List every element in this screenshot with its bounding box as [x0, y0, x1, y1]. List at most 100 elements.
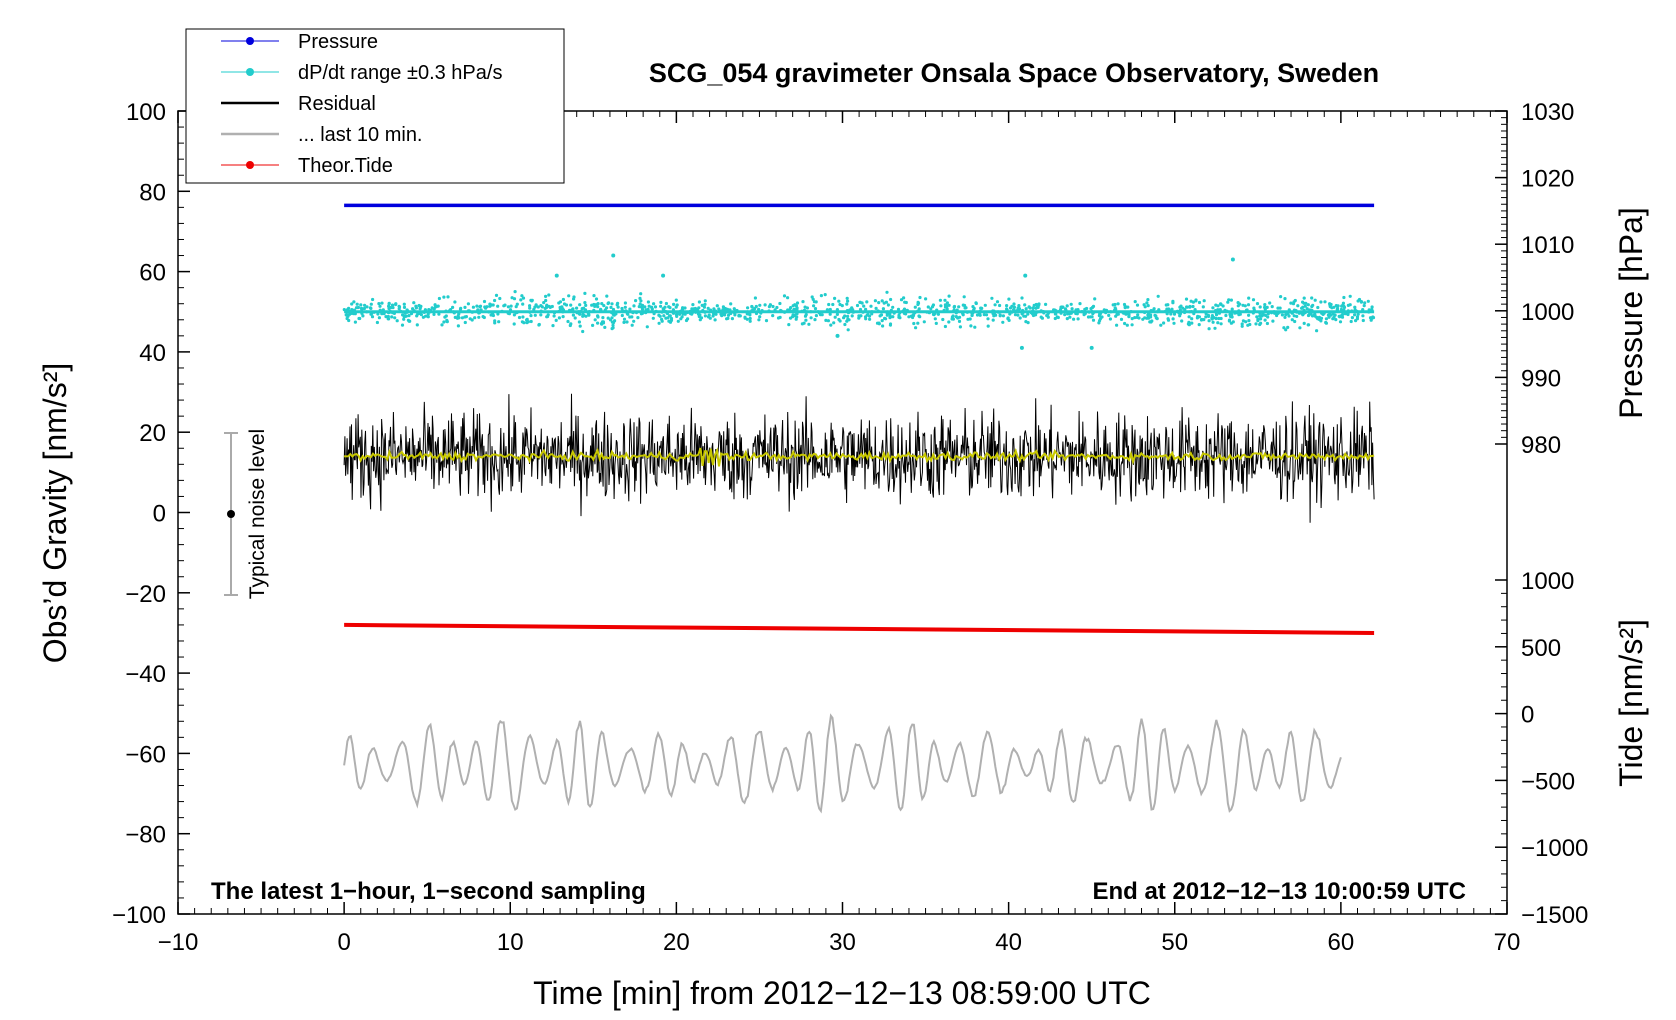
dpdt-point — [647, 304, 651, 308]
dpdt-point — [546, 313, 550, 317]
dpdt-point — [880, 319, 884, 323]
dpdt-point — [881, 324, 885, 328]
dpdt-point — [1187, 320, 1191, 324]
dpdt-point — [827, 302, 831, 307]
dpdt-point — [1255, 315, 1259, 319]
dpdt-point — [674, 305, 678, 309]
dpdt-point — [1016, 306, 1020, 310]
dpdt-point — [674, 313, 679, 317]
dpdt-point — [433, 303, 437, 307]
dpdt-point — [1266, 315, 1270, 319]
dpdt-point — [1307, 323, 1311, 327]
theor-tide-series-line — [344, 622, 1375, 635]
dpdt-point — [1031, 306, 1035, 310]
dpdt-point — [1123, 306, 1127, 310]
x-tick-label: 0 — [337, 929, 350, 956]
dpdt-point — [390, 303, 395, 307]
dpdt-point — [512, 313, 517, 317]
dpdt-point — [795, 301, 800, 305]
dpdt-point — [970, 313, 974, 317]
dpdt-point — [878, 314, 882, 318]
dpdt-point — [369, 302, 373, 306]
x-tick-label: 70 — [1494, 929, 1521, 956]
dpdt-point — [826, 319, 831, 323]
dpdt-point — [365, 305, 369, 309]
dpdt-point — [1063, 313, 1067, 317]
dpdt-point — [650, 307, 654, 311]
dpdt-point — [1028, 306, 1032, 310]
dpdt-point — [795, 315, 799, 319]
dpdt-point — [491, 303, 495, 307]
dpdt-point — [386, 317, 390, 321]
dpdt-point — [521, 296, 526, 300]
dpdt-point — [402, 302, 406, 306]
dpdt-point — [697, 300, 702, 304]
dpdt-point — [994, 313, 998, 317]
dpdt-point — [698, 318, 702, 322]
dpdt-point — [1363, 301, 1367, 305]
dpdt-point — [986, 317, 990, 321]
dpdt-point — [723, 306, 727, 311]
dpdt-outlier — [611, 253, 616, 258]
dpdt-point — [676, 319, 680, 323]
dpdt-point — [1283, 297, 1287, 301]
dpdt-point — [787, 323, 791, 327]
dpdt-point — [778, 315, 782, 319]
dpdt-point — [400, 323, 405, 327]
dpdt-point — [674, 298, 678, 302]
dpdt-point — [581, 329, 585, 334]
dpdt-point — [945, 301, 950, 305]
dpdt-point — [517, 315, 522, 320]
dpdt-point — [696, 312, 701, 316]
dpdt-point — [715, 304, 719, 308]
dpdt-point — [350, 302, 354, 306]
dpdt-point — [846, 314, 850, 318]
dpdt-point — [828, 312, 832, 316]
dpdt-point — [456, 324, 460, 328]
dpdt-point — [833, 315, 837, 319]
dpdt-point — [1127, 315, 1131, 319]
dpdt-point — [703, 302, 707, 306]
dpdt-point — [390, 315, 394, 319]
y-tick-label: 40 — [139, 340, 166, 367]
dpdt-point — [1229, 298, 1233, 302]
dpdt-point — [529, 319, 533, 324]
dpdt-point — [683, 312, 687, 316]
dpdt-point — [936, 312, 941, 316]
dpdt-point — [352, 300, 356, 304]
dpdt-point — [387, 301, 391, 305]
dpdt-point — [1230, 307, 1234, 311]
dpdt-point — [591, 323, 595, 327]
dpdt-point — [557, 301, 561, 305]
dpdt-point — [663, 305, 667, 309]
dpdt-point — [702, 305, 707, 309]
dpdt-point — [494, 293, 499, 297]
dpdt-point — [982, 313, 986, 317]
dpdt-point — [401, 313, 405, 317]
dpdt-point — [748, 319, 752, 323]
dpdt-point — [361, 314, 365, 318]
dpdt-point — [1265, 321, 1269, 326]
dpdt-point — [1369, 318, 1373, 322]
dpdt-point — [353, 320, 357, 324]
dpdt-point — [639, 299, 643, 303]
dpdt-point — [652, 302, 656, 306]
dpdt-point — [812, 304, 816, 308]
dpdt-point — [961, 313, 965, 317]
dpdt-point — [763, 303, 767, 307]
dpdt-point — [1005, 304, 1009, 308]
dpdt-point — [966, 317, 970, 321]
dpdt-point — [711, 314, 715, 318]
dpdt-point — [1093, 297, 1097, 301]
dpdt-point — [587, 313, 591, 317]
dpdt-point — [846, 328, 850, 332]
dpdt-point — [1034, 306, 1038, 310]
dpdt-point — [1221, 304, 1225, 308]
dpdt-point — [907, 315, 911, 319]
dpdt-point — [811, 297, 815, 301]
dpdt-point — [1091, 304, 1096, 308]
dpdt-point — [566, 319, 570, 324]
dpdt-point — [616, 305, 620, 309]
dpdt-point — [1024, 320, 1028, 324]
dpdt-point — [664, 301, 669, 306]
